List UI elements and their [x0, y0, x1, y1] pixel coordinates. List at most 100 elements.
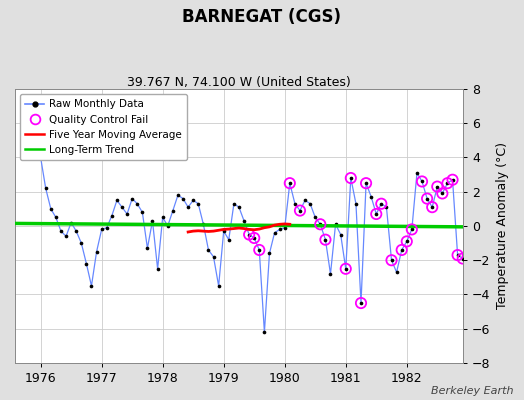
Point: [260, 329, 269, 335]
Point: [270, 230, 279, 236]
Point: [449, 176, 457, 183]
Point: [423, 195, 431, 202]
Point: [321, 236, 330, 243]
Point: [163, 223, 172, 229]
Point: [346, 175, 355, 181]
Point: [392, 269, 401, 276]
Point: [77, 240, 85, 246]
Point: [138, 209, 147, 216]
Point: [438, 190, 446, 197]
Point: [357, 300, 365, 306]
Point: [103, 224, 111, 231]
Point: [352, 200, 360, 207]
Point: [62, 233, 70, 240]
Point: [276, 226, 284, 233]
Point: [443, 180, 452, 186]
Point: [245, 231, 253, 238]
Point: [367, 194, 375, 200]
Point: [225, 236, 233, 243]
Point: [316, 221, 324, 228]
Point: [438, 190, 446, 197]
Point: [326, 271, 335, 277]
Point: [107, 212, 116, 219]
Point: [280, 224, 289, 231]
Point: [67, 219, 75, 226]
Point: [97, 226, 106, 233]
Text: Berkeley Earth: Berkeley Earth: [431, 386, 514, 396]
Point: [88, 283, 96, 289]
Point: [265, 250, 274, 256]
Point: [118, 204, 126, 210]
Point: [255, 247, 264, 253]
Point: [250, 235, 258, 241]
Point: [143, 245, 151, 252]
Point: [443, 180, 452, 186]
Point: [154, 266, 162, 272]
Point: [47, 206, 55, 212]
Point: [240, 218, 248, 224]
Point: [387, 257, 396, 264]
Point: [296, 207, 304, 214]
Point: [449, 176, 457, 183]
Point: [418, 178, 426, 185]
Point: [377, 200, 386, 207]
Point: [128, 195, 136, 202]
Point: [52, 214, 60, 221]
Point: [184, 204, 192, 210]
Point: [230, 200, 238, 207]
Point: [113, 197, 121, 204]
Point: [286, 180, 294, 186]
Point: [57, 228, 65, 234]
Point: [372, 211, 380, 217]
Point: [316, 221, 324, 228]
Point: [398, 247, 406, 253]
Point: [82, 260, 91, 267]
Point: [428, 204, 436, 210]
Point: [214, 283, 223, 289]
Point: [342, 266, 350, 272]
Point: [346, 175, 355, 181]
Point: [458, 255, 467, 262]
Point: [377, 200, 386, 207]
Point: [286, 180, 294, 186]
Point: [235, 204, 243, 210]
Point: [453, 252, 462, 258]
Point: [398, 247, 406, 253]
Y-axis label: Temperature Anomaly (°C): Temperature Anomaly (°C): [496, 142, 509, 310]
Point: [199, 221, 208, 228]
Point: [453, 252, 462, 258]
Point: [408, 226, 416, 233]
Point: [209, 254, 217, 260]
Point: [148, 218, 157, 224]
Point: [321, 236, 330, 243]
Point: [250, 235, 258, 241]
Point: [72, 228, 80, 234]
Point: [37, 154, 45, 161]
Point: [342, 266, 350, 272]
Point: [362, 180, 370, 186]
Point: [179, 195, 187, 202]
Point: [387, 257, 396, 264]
Point: [423, 195, 431, 202]
Point: [362, 180, 370, 186]
Point: [408, 226, 416, 233]
Point: [402, 238, 411, 244]
Point: [458, 255, 467, 262]
Point: [133, 200, 141, 207]
Point: [204, 247, 213, 253]
Point: [92, 248, 101, 255]
Point: [311, 214, 320, 221]
Point: [336, 231, 345, 238]
Point: [245, 231, 253, 238]
Point: [255, 247, 264, 253]
Point: [428, 204, 436, 210]
Point: [189, 197, 198, 204]
Text: BARNEGAT (CGS): BARNEGAT (CGS): [182, 8, 342, 26]
Point: [402, 238, 411, 244]
Point: [413, 170, 421, 176]
Point: [372, 211, 380, 217]
Point: [383, 204, 391, 210]
Point: [158, 214, 167, 221]
Point: [331, 221, 340, 228]
Title: 39.767 N, 74.100 W (United States): 39.767 N, 74.100 W (United States): [127, 76, 351, 89]
